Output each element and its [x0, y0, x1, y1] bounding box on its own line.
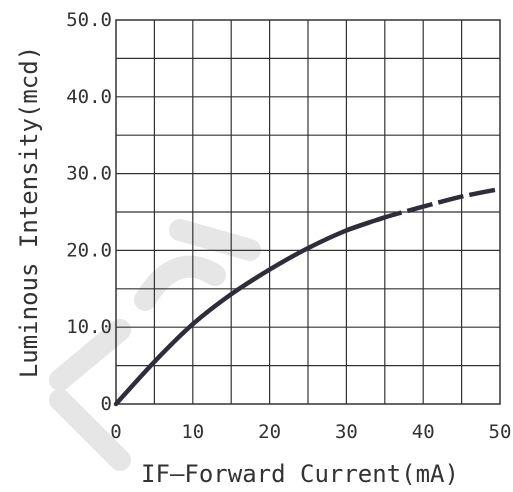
x-tick-label: 20: [258, 421, 281, 443]
plot-frame: [115, 19, 501, 405]
x-tick-label: 10: [181, 421, 204, 443]
series-line-solid: [113, 215, 388, 407]
x-tick-label: 40: [412, 421, 435, 443]
x-axis-label: IF—Forward Current(mA): [141, 460, 459, 488]
y-tick-label: 40.0: [66, 86, 112, 108]
y-tick-label: 30.0: [66, 163, 112, 185]
y-tick-label: 10.0: [66, 316, 112, 338]
series-line-dashed: [345, 186, 501, 233]
y-tick-label: 50.0: [66, 9, 112, 31]
y-tick-label: 20.0: [66, 239, 112, 261]
x-tick-label: 0: [110, 421, 121, 443]
grid: [116, 20, 500, 404]
x-tick-label: 30: [335, 421, 358, 443]
y-axis-label: Luminous Intensity(mcd): [15, 46, 43, 378]
watermark: [49, 219, 261, 471]
y-tick-label: 0: [101, 393, 112, 415]
y-tick-labels: 0 10.0 20.0 30.0 40.0 50.0: [66, 9, 112, 415]
x-tick-label: 50: [489, 421, 512, 443]
series-line: [113, 186, 501, 407]
x-tick-labels: 0 10 20 30 40 50: [110, 421, 511, 443]
